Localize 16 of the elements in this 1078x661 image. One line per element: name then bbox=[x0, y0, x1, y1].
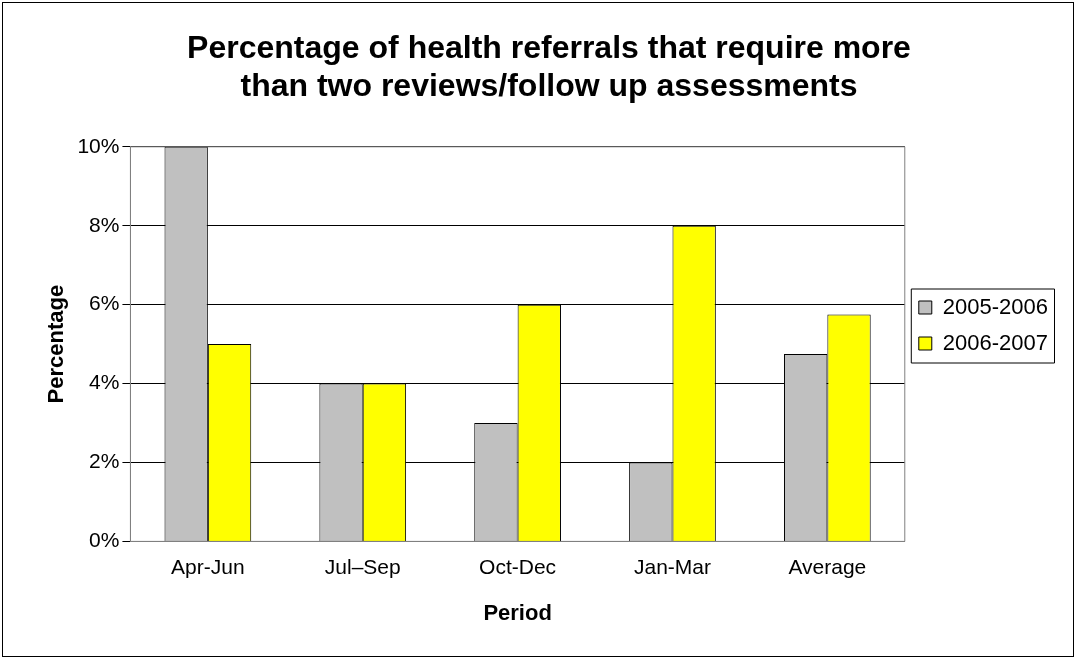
legend-label: 2005-2006 bbox=[942, 293, 1049, 319]
x-axis-title: Period bbox=[483, 599, 552, 625]
y-tick-label: 2% bbox=[89, 449, 120, 473]
x-tick-label: Jul–Sep bbox=[324, 554, 401, 578]
y-axis-title: Percentage bbox=[43, 284, 69, 404]
x-tick-label: Oct-Dec bbox=[479, 554, 557, 578]
y-tick-label: 10% bbox=[77, 133, 120, 157]
x-tick-label: Average bbox=[788, 554, 867, 578]
x-tick-label: Jan-Mar bbox=[633, 554, 711, 578]
y-tick-label: 8% bbox=[89, 212, 120, 236]
chart-title: Percentage of health referrals that require more than two reviews/follow up assessments bbox=[187, 29, 911, 104]
legend-label: 2006-2007 bbox=[942, 329, 1049, 355]
x-tick-label: Apr-Jun bbox=[171, 554, 245, 578]
y-tick-label: 0% bbox=[89, 528, 120, 552]
y-tick-label: 6% bbox=[89, 291, 120, 315]
y-tick-label: 4% bbox=[89, 370, 120, 394]
